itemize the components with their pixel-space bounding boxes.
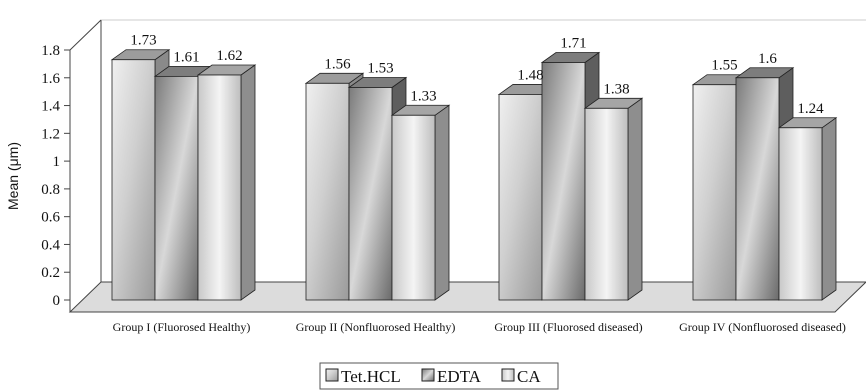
data-label: 1.73 [130, 33, 156, 49]
data-label: 1.38 [603, 81, 629, 97]
bar [390, 104, 451, 301]
legend-label: Tet.HCL [341, 367, 401, 386]
wall-join [69, 19, 102, 51]
category-label: Group III (Fluorosed diseased) [494, 320, 642, 334]
legend: Tet.HCL EDTA CA [319, 362, 559, 390]
legend-label: EDTA [437, 367, 482, 386]
data-label: 1.33 [410, 88, 436, 104]
legend-label: CA [517, 367, 541, 386]
floor [68, 281, 866, 313]
y-tick-label: 0.2 [41, 265, 60, 281]
bar [196, 64, 257, 301]
bar [583, 97, 644, 301]
y-tick-label: 0.4 [41, 237, 60, 253]
y-axis-label: Mean (μm) [5, 142, 21, 210]
legend-swatch [421, 368, 435, 382]
y-tick-label: 0.6 [41, 210, 60, 226]
category-labels: Group I (Fluorosed Healthy) Group II (Non… [113, 320, 846, 334]
data-label: 1.71 [560, 36, 586, 52]
data-label: 1.48 [517, 67, 543, 83]
y-tick-label: 1.4 [41, 99, 60, 115]
y-tick-label: 1 [53, 154, 61, 170]
y-tick-label: 0 [53, 293, 61, 309]
data-label: 1.55 [711, 58, 737, 74]
y-tick-label: 0.8 [41, 182, 60, 198]
data-label: 1.53 [367, 61, 393, 77]
data-label: 1.6 [758, 51, 777, 67]
y-tick-label: 1.2 [41, 126, 60, 142]
category-label: Group I (Fluorosed Healthy) [113, 320, 251, 334]
data-label: 1.62 [216, 48, 242, 64]
y-tick-label: 1.8 [41, 43, 60, 59]
data-label: 1.61 [173, 49, 199, 65]
category-label: Group II (Nonfluorosed Healthy) [296, 320, 456, 334]
y-axis-ticks: 0 0.2 0.4 0.6 0.8 1 1.2 1.4 1.6 1.8 [41, 43, 70, 309]
bars [110, 48, 838, 301]
legend-swatch [325, 368, 339, 382]
y-tick-label: 1.6 [41, 71, 60, 87]
category-label: Group IV (Nonfluorosed diseased) [679, 320, 846, 334]
bar [777, 117, 838, 301]
legend-box [319, 362, 559, 390]
legend-swatch [501, 368, 515, 382]
data-label: 1.24 [797, 101, 824, 117]
plot-frame [68, 19, 866, 313]
data-label: 1.56 [324, 56, 351, 72]
data-labels: 1.73 1.61 1.62 1.56 1.53 1.33 1.48 1.71 1.38 1.55… [130, 33, 824, 117]
